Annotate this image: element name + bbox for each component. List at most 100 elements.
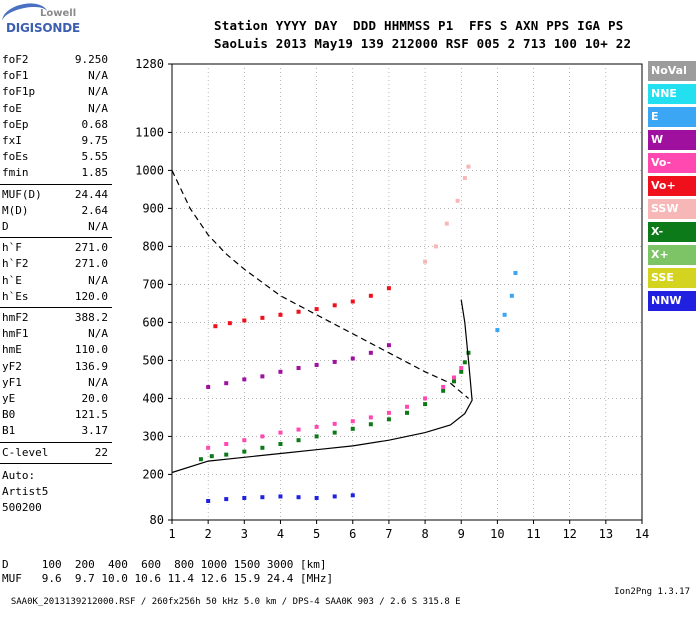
parameter-name: foE xyxy=(2,101,22,115)
parameter-name: h`Es xyxy=(2,289,29,303)
parameter-row: hmF1 N/A xyxy=(0,326,112,342)
x-tick-label: 5 xyxy=(313,527,320,541)
data-point xyxy=(209,454,214,459)
parameter-row: hmE 110.0 xyxy=(0,342,112,358)
parameter-value: 5.55 xyxy=(81,150,109,164)
parameter-value: N/A xyxy=(88,85,108,99)
legend-item: SSE xyxy=(648,268,696,288)
data-point xyxy=(350,299,355,304)
parameter-value: 271.0 xyxy=(74,241,108,255)
data-point xyxy=(368,422,373,427)
parameter-name: yE xyxy=(2,392,16,405)
data-point xyxy=(224,381,229,386)
data-point xyxy=(314,362,319,367)
parameter-separator xyxy=(0,237,112,239)
parameter-name: B1 xyxy=(2,424,16,438)
data-point xyxy=(459,366,464,370)
parameter-name: foF1 xyxy=(2,69,29,83)
dashed-profile-curve xyxy=(171,170,469,399)
parameter-value: 9.250 xyxy=(74,53,108,66)
parameter-row: B0 121.5 xyxy=(0,407,112,423)
footer-version: Ion2Png 1.3.17 xyxy=(614,587,690,597)
parameter-separator xyxy=(0,183,112,185)
parameter-row: M(D) 2.64 xyxy=(0,203,112,219)
parameter-value: 0.68 xyxy=(81,117,109,131)
ionogram-chart: 1 2 3 4 5 6 7 8 9 10 11 12 13 14802003004005006007008… xyxy=(135,57,649,541)
y-tick-label: 200 xyxy=(142,467,164,481)
data-point xyxy=(423,259,428,264)
parameter-value: N/A xyxy=(88,101,108,115)
parameter-row: yF2 136.9 xyxy=(0,359,112,375)
legend-item: NNW xyxy=(648,291,696,311)
data-point xyxy=(350,419,355,424)
parameter-row: h`F2 271.0 xyxy=(0,256,112,272)
legend-item: Vo- xyxy=(648,153,696,173)
footer-file-line: SAA0K_2013139212000.RSF / 260fx256h 50 k… xyxy=(10,597,461,607)
parameter-name: yF1 xyxy=(2,375,22,389)
header-line-1: Station YYYY DAY DDD HHMMSS P1 FFS S AXN… xyxy=(214,18,624,33)
parameter-row: foEp 0.68 xyxy=(0,117,112,133)
data-point xyxy=(314,495,319,500)
data-point xyxy=(444,221,449,226)
data-point xyxy=(441,385,446,389)
parameter-name: hmF2 xyxy=(2,311,29,324)
parameter-value: N/A xyxy=(88,69,108,83)
polarization-legend: NoVal NNE E W Vo- Vo+ SSW X- X+ SSE NNW xyxy=(648,61,696,314)
parameter-value: N/A xyxy=(88,220,108,233)
x-tick-label: 6 xyxy=(349,527,356,541)
parameter-value: 120.0 xyxy=(74,289,108,303)
autoscaling-info: 500200 xyxy=(2,500,42,514)
electron-density-profile-curve xyxy=(171,299,473,474)
footer-muf-line: MUF 9.6 9.7 10.0 10.6 11.4 12.6 15.9 24.… xyxy=(2,572,334,585)
parameter-name: foEp xyxy=(2,117,29,131)
legend-item: E xyxy=(648,107,696,127)
data-point xyxy=(242,449,247,454)
data-point xyxy=(260,434,265,439)
data-point xyxy=(198,457,203,462)
parameter-separator xyxy=(0,307,112,308)
data-point xyxy=(296,366,301,370)
data-point xyxy=(332,430,337,435)
parameter-name: M(D) xyxy=(2,203,29,217)
parameter-row: h`E N/A xyxy=(0,273,112,289)
x-tick-label: 1 xyxy=(168,527,175,541)
data-point xyxy=(296,427,301,432)
parameter-row: foEs 5.55 xyxy=(0,149,112,165)
parameter-name: yF2 xyxy=(2,359,22,373)
logo-text-lowell: Lowell xyxy=(40,8,77,19)
parameter-name: foF2 xyxy=(2,53,29,66)
x-tick-label: 12 xyxy=(562,527,576,541)
data-point xyxy=(405,404,409,409)
data-point xyxy=(405,410,409,415)
data-point xyxy=(466,350,471,355)
legend-item: NoVal xyxy=(648,61,696,81)
legend-item: SSW xyxy=(648,199,696,219)
x-tick-label: 2 xyxy=(205,527,212,541)
parameter-value: 388.2 xyxy=(74,311,108,324)
x-tick-label: 9 xyxy=(458,527,465,541)
parameter-name: fmin xyxy=(2,166,29,180)
parameter-value: 22 xyxy=(94,445,108,459)
data-point xyxy=(260,315,265,320)
x-tick-label: 4 xyxy=(277,527,284,541)
data-point xyxy=(296,309,301,314)
data-point xyxy=(206,385,211,389)
data-point xyxy=(314,424,319,429)
data-point xyxy=(224,497,229,502)
x-tick-label: 7 xyxy=(385,527,392,541)
legend-item: Vo+ xyxy=(648,176,696,196)
data-point xyxy=(386,286,391,291)
parameter-row: D N/A xyxy=(0,219,112,235)
parameter-separator xyxy=(0,441,112,443)
data-point xyxy=(242,318,247,323)
data-point xyxy=(455,198,460,203)
parameter-row: h`F 271.0 xyxy=(0,240,112,256)
y-tick-label: 80 xyxy=(150,513,164,527)
x-tick-label: 8 xyxy=(421,527,428,541)
header-line-2: SaoLuis 2013 May19 139 212000 RSF 005 2 … xyxy=(214,36,632,51)
parameter-row: yF1 N/A xyxy=(0,375,112,391)
data-point xyxy=(224,442,229,446)
parameter-value: N/A xyxy=(88,375,108,389)
parameter-row: yE 20.0 xyxy=(0,391,112,407)
data-point xyxy=(495,328,500,332)
